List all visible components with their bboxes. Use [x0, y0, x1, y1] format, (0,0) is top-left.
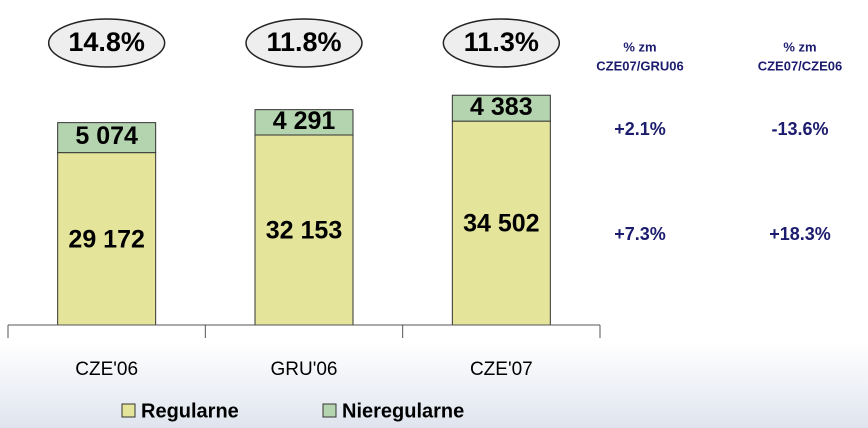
x-tick-label: GRU'06: [271, 359, 338, 380]
table-cell: +18.3%: [769, 224, 831, 244]
legend-swatch: [322, 403, 337, 418]
table-header: CZE07/CZE06: [758, 58, 843, 73]
data-label: 4 383: [470, 93, 533, 121]
data-label: 34 502: [463, 210, 539, 238]
table-header: % zm: [783, 39, 816, 54]
bar-segment: [254, 134, 354, 326]
table-header: CZE07/GRU06: [596, 58, 683, 73]
data-label: 4 291: [273, 107, 336, 135]
annotation-bubble: [47, 18, 166, 68]
data-label: 32 153: [266, 217, 342, 245]
legend-label: Regularne: [141, 400, 239, 422]
bar-segment: [451, 94, 551, 122]
bar-segment: [254, 109, 354, 136]
table-cell: -13.6%: [771, 119, 828, 139]
annotation: 11.8%: [266, 27, 341, 57]
data-label: 29 172: [68, 225, 144, 253]
bar-segment: [57, 122, 157, 154]
x-tick-label: CZE'07: [470, 359, 533, 380]
data-label: 5 074: [75, 122, 138, 150]
bar-segment: [57, 152, 157, 326]
table-header: % zm: [623, 39, 656, 54]
annotation: 11.3%: [464, 27, 539, 57]
annotation-bubble: [442, 18, 561, 68]
legend-label: Nieregularne: [342, 400, 464, 422]
table-cell: +7.3%: [614, 224, 666, 244]
table-cell: +2.1%: [614, 119, 666, 139]
legend-swatch: [121, 403, 136, 418]
x-tick-label: CZE'06: [75, 359, 138, 380]
annotation: 14.8%: [68, 27, 145, 57]
annotation-bubble: [245, 18, 363, 68]
